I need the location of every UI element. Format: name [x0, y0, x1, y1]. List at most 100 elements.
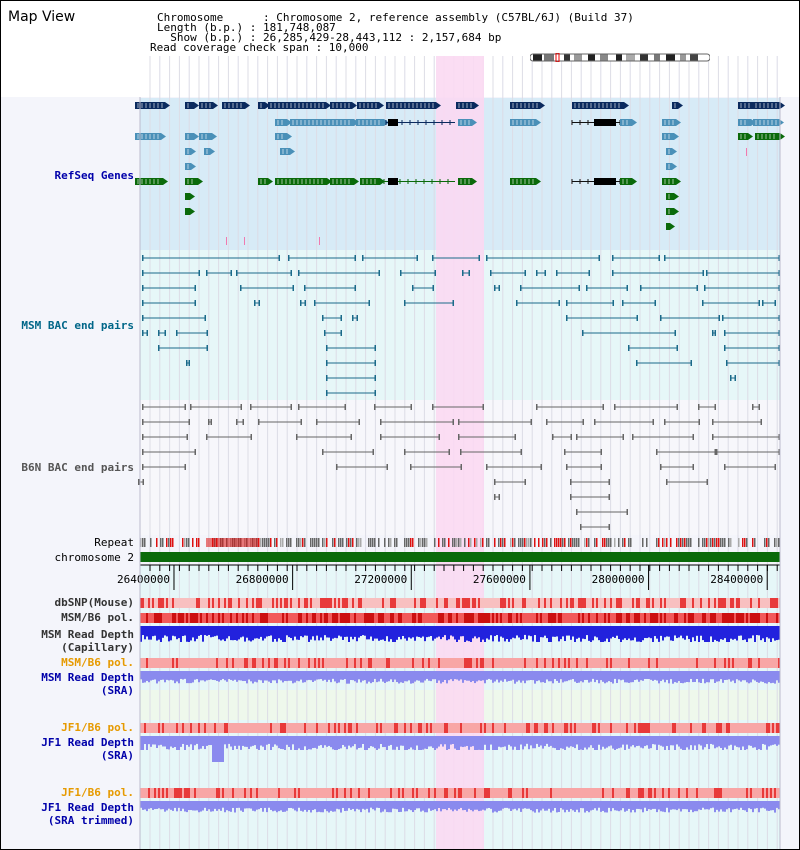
depth-bar	[406, 626, 408, 641]
track-label-msm-pol-1[interactable]: MSM/B6 pol.	[61, 611, 134, 624]
depth-bar	[416, 801, 418, 809]
depth-bar	[742, 671, 744, 681]
b6n-bac-pair	[142, 419, 190, 425]
depth-bar	[268, 801, 270, 808]
strip-cell	[644, 723, 646, 733]
depth-bar	[282, 626, 284, 642]
repeat-element	[596, 538, 598, 547]
depth-bar	[436, 671, 438, 683]
strip-cell	[444, 723, 446, 733]
strip-cell	[298, 613, 300, 623]
chromosome-ideogram[interactable]	[530, 53, 710, 62]
depth-bar	[380, 736, 382, 745]
depth-bar	[464, 801, 466, 810]
b6n-bac-pair	[536, 404, 604, 410]
repeat-element	[454, 538, 456, 547]
bac-end	[612, 300, 614, 306]
depth-bar	[278, 626, 280, 639]
depth-bar	[546, 671, 548, 680]
track-label-msm-depth-cap-1[interactable]: MSM Read Depth	[41, 628, 134, 641]
track-label-chromosome[interactable]: chromosome 2	[54, 551, 134, 564]
strip-cell	[358, 788, 360, 798]
depth-bar	[580, 801, 582, 809]
depth-bar	[160, 736, 162, 745]
strip-cell	[512, 598, 514, 608]
strip-cell	[766, 613, 768, 623]
depth-bar	[618, 626, 620, 640]
bac-end	[718, 315, 720, 321]
track-label-msm-depth-sra-1[interactable]: MSM Read Depth	[41, 671, 134, 684]
strip-cell	[280, 598, 282, 608]
strip-cell	[300, 613, 302, 623]
track-label-b6n-bac[interactable]: B6N BAC end pairs	[21, 461, 134, 474]
strip-cell	[554, 613, 556, 623]
repeat-element	[500, 538, 502, 547]
depth-bar	[738, 801, 740, 810]
depth-bar	[736, 671, 738, 680]
depth-bar	[300, 801, 302, 811]
depth-bar	[182, 801, 184, 809]
depth-bar	[700, 671, 702, 683]
b6n-bac-pair	[666, 479, 708, 485]
track-label-repeat[interactable]: Repeat	[94, 536, 134, 549]
depth-bar	[166, 626, 168, 637]
depth-bar	[670, 626, 672, 641]
depth-bar	[452, 801, 454, 812]
bac-end	[498, 494, 500, 500]
repeat-cluster	[206, 538, 258, 547]
track-label-msm-bac[interactable]: MSM BAC end pairs	[21, 319, 134, 332]
bac-end	[298, 270, 300, 276]
strip-cell	[178, 788, 180, 798]
depth-bar	[762, 801, 764, 808]
depth-bar	[232, 626, 234, 641]
depth-bar	[210, 626, 212, 638]
depth-bar	[666, 736, 668, 746]
strip-cell	[714, 598, 716, 608]
repeat-element	[316, 538, 318, 547]
strip-cell	[410, 723, 412, 733]
repeat-element	[412, 538, 414, 547]
depth-bar	[662, 736, 664, 747]
repeat-element	[410, 538, 412, 547]
strand-arrow	[676, 178, 681, 185]
track-label-jf1-depth-sra-1[interactable]: JF1 Read Depth	[41, 736, 134, 749]
depth-bar	[284, 801, 286, 812]
depth-bar	[416, 671, 418, 681]
depth-bar	[276, 801, 278, 813]
depth-bar	[732, 671, 734, 681]
depth-bar	[230, 626, 232, 641]
track-label-refseq[interactable]: RefSeq Genes	[54, 169, 134, 182]
depth-bar	[778, 626, 780, 640]
depth-bar	[484, 671, 486, 684]
strip-cell	[570, 723, 572, 733]
depth-bar	[762, 626, 764, 639]
track-label-dbsnp[interactable]: dbSNP(Mouse)	[54, 596, 134, 609]
depth-bar	[144, 671, 146, 683]
bac-end	[374, 345, 376, 351]
depth-bar	[572, 671, 574, 680]
exon-black	[388, 119, 398, 126]
depth-bar	[498, 626, 500, 642]
depth-bar	[554, 736, 556, 749]
depth-bar	[412, 801, 414, 813]
depth-bar	[750, 801, 752, 810]
refseq-gene	[510, 119, 541, 126]
repeat-element	[512, 538, 514, 547]
bac-end	[696, 285, 698, 291]
msm-bac-pair	[304, 285, 356, 291]
track-label-jf1-pol-2[interactable]: JF1/B6 pol.	[61, 786, 134, 799]
strip-cell	[738, 598, 740, 608]
depth-bar	[502, 736, 504, 747]
gene-body	[738, 133, 748, 140]
track-label-jf1-depth-trim-1[interactable]: JF1 Read Depth	[41, 801, 134, 814]
depth-bar	[198, 671, 200, 683]
track-label-jf1-pol-1[interactable]: JF1/B6 pol.	[61, 721, 134, 734]
repeat-element	[302, 538, 304, 547]
strip-cell	[680, 598, 682, 608]
track-label-msm-pol-2[interactable]: MSM/B6 pol.	[61, 656, 134, 669]
msm-bac-pair	[724, 330, 780, 336]
depth-bar	[590, 671, 592, 682]
bac-end	[524, 479, 526, 485]
bac-end	[778, 449, 780, 455]
